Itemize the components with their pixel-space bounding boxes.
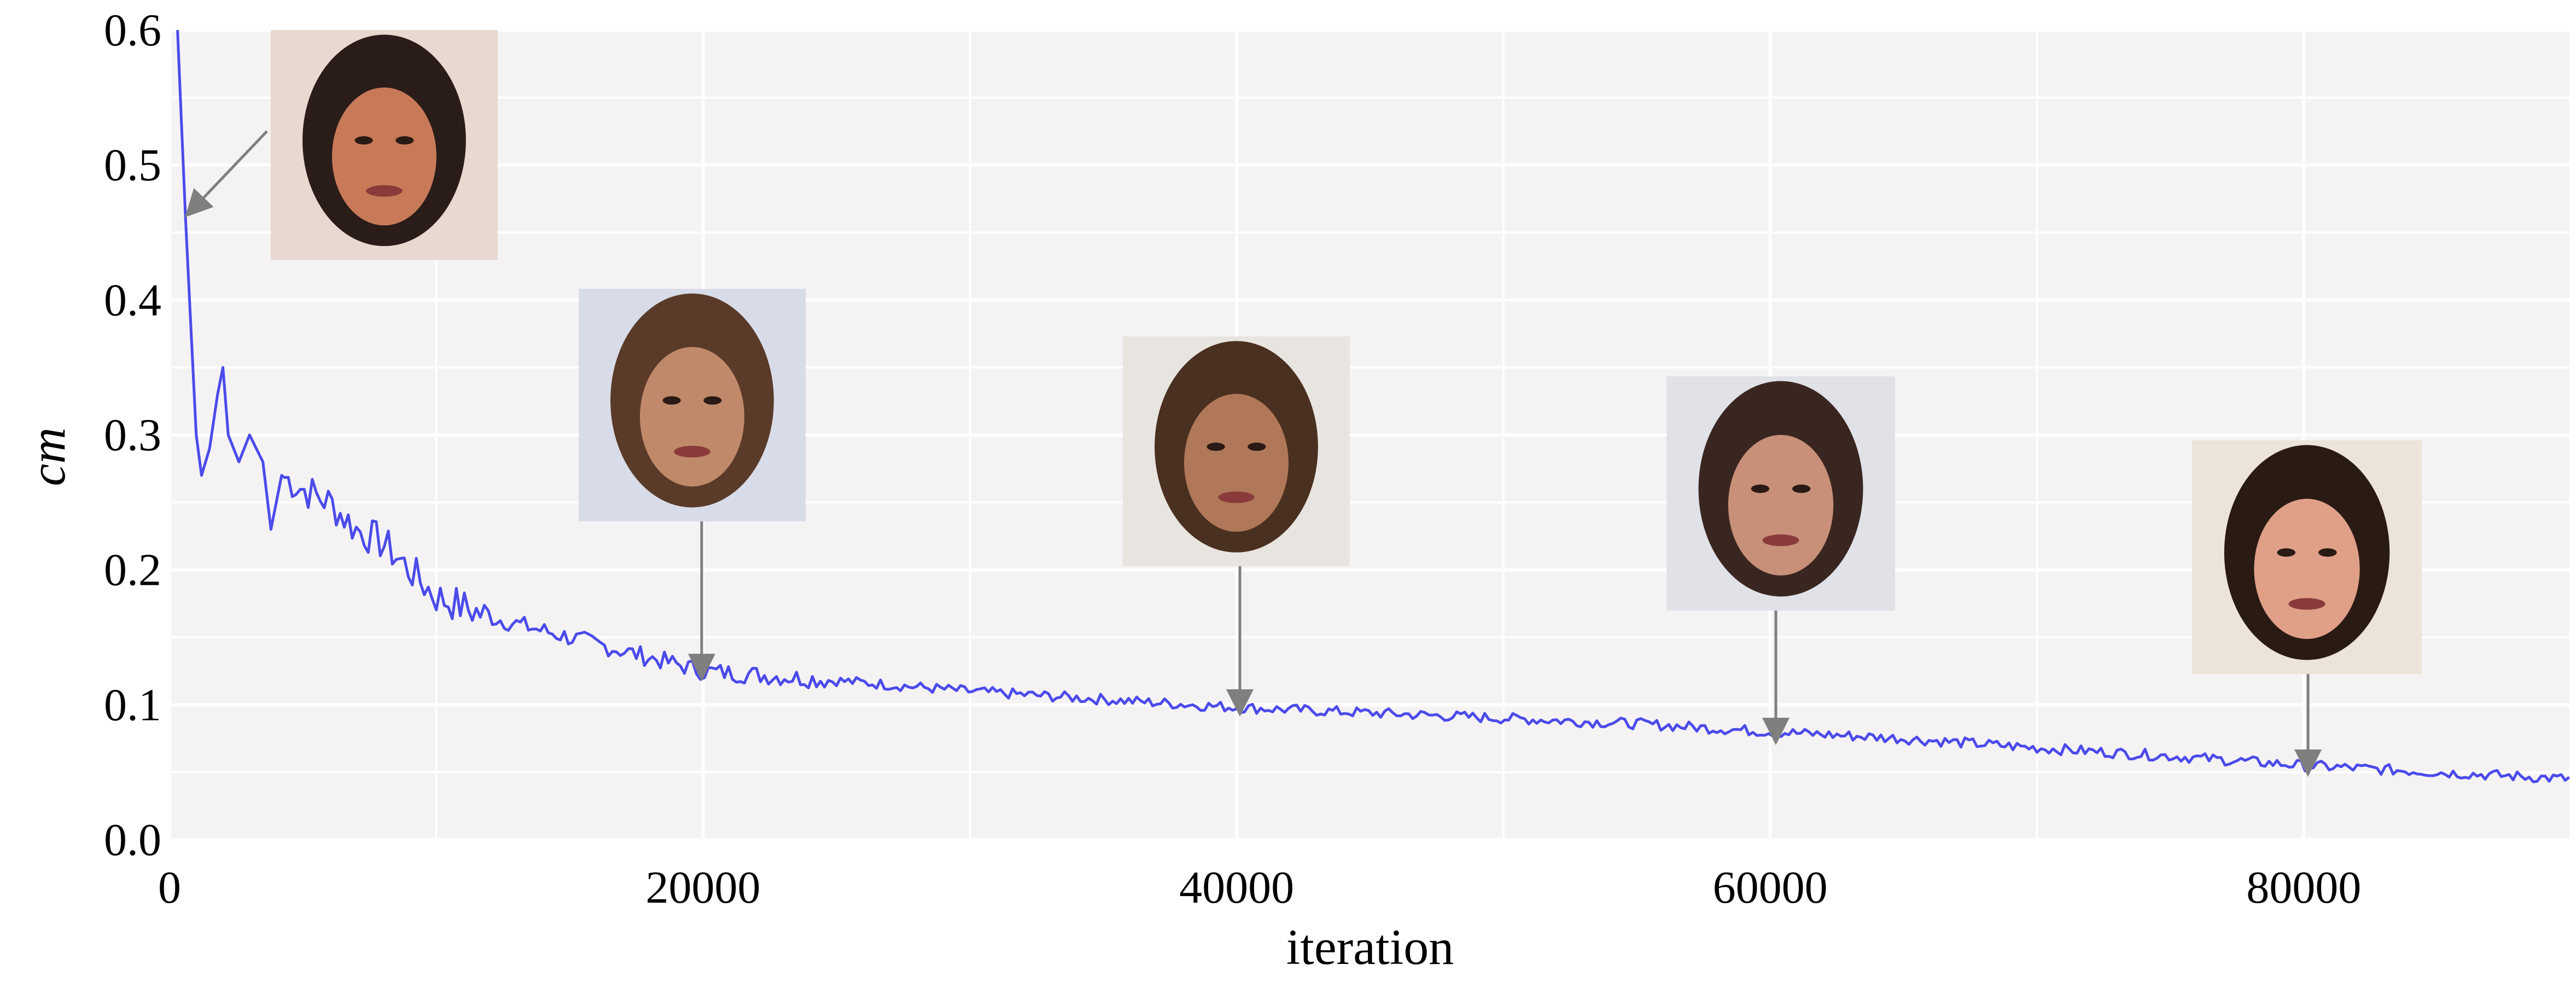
sample-thumbnail <box>1123 336 1350 717</box>
face-shape <box>1728 435 1834 576</box>
eye-left <box>2277 548 2296 557</box>
x-tick-label: 60000 <box>1713 862 1828 913</box>
eye-left <box>662 396 681 405</box>
y-tick-label: 0.0 <box>104 815 161 865</box>
y-axis-ticks: 0.0 0.1 0.2 0.3 0.4 0.5 0.6 <box>104 5 161 865</box>
eye-right <box>1248 443 1266 451</box>
eye-right <box>395 136 414 145</box>
series-layer <box>176 30 2571 783</box>
sample-thumbnail <box>2192 440 2422 777</box>
eye-right <box>1792 484 1811 493</box>
x-tick-label: 40000 <box>1179 862 1294 913</box>
y-tick-label: 0.3 <box>104 410 161 461</box>
mouth <box>1218 491 1255 503</box>
annotation-layer <box>185 30 2422 777</box>
face-shape <box>332 88 436 225</box>
y-axis-title: cm <box>20 427 75 486</box>
y-tick-label: 0.6 <box>104 5 161 56</box>
annotation-arrow <box>185 130 268 218</box>
x-axis-title: iteration <box>1286 919 1454 975</box>
mouth <box>2288 598 2326 610</box>
grid <box>168 28 2572 841</box>
eye-left <box>354 136 373 145</box>
mouth <box>674 445 710 458</box>
sample-thumbnail <box>579 289 806 681</box>
mouth <box>1762 534 1799 547</box>
face-shape <box>640 347 744 487</box>
y-tick-label: 0.5 <box>104 140 161 191</box>
face-shape <box>1184 394 1289 532</box>
x-tick-label: 20000 <box>646 862 761 913</box>
series-line <box>176 30 2571 783</box>
face-shape <box>2254 498 2360 639</box>
y-tick-label: 0.4 <box>104 275 161 326</box>
x-tick-label: 0 <box>158 862 181 913</box>
x-tick-label: 80000 <box>2246 862 2361 913</box>
eye-right <box>2318 548 2337 557</box>
y-tick-label: 0.2 <box>104 545 161 596</box>
sample-thumbnail <box>185 30 498 260</box>
eye-right <box>703 396 722 405</box>
mouth <box>366 185 403 197</box>
eye-left <box>1751 484 1770 493</box>
eye-left <box>1207 443 1225 451</box>
y-tick-label: 0.1 <box>104 679 161 730</box>
x-axis-ticks: 0 20000 40000 60000 80000 <box>158 862 2361 913</box>
sample-thumbnail <box>1666 376 1895 745</box>
